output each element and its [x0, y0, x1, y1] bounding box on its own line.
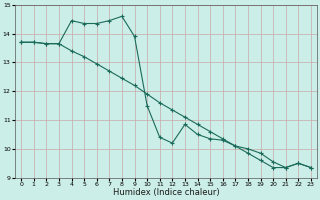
X-axis label: Humidex (Indice chaleur): Humidex (Indice chaleur)	[113, 188, 219, 197]
